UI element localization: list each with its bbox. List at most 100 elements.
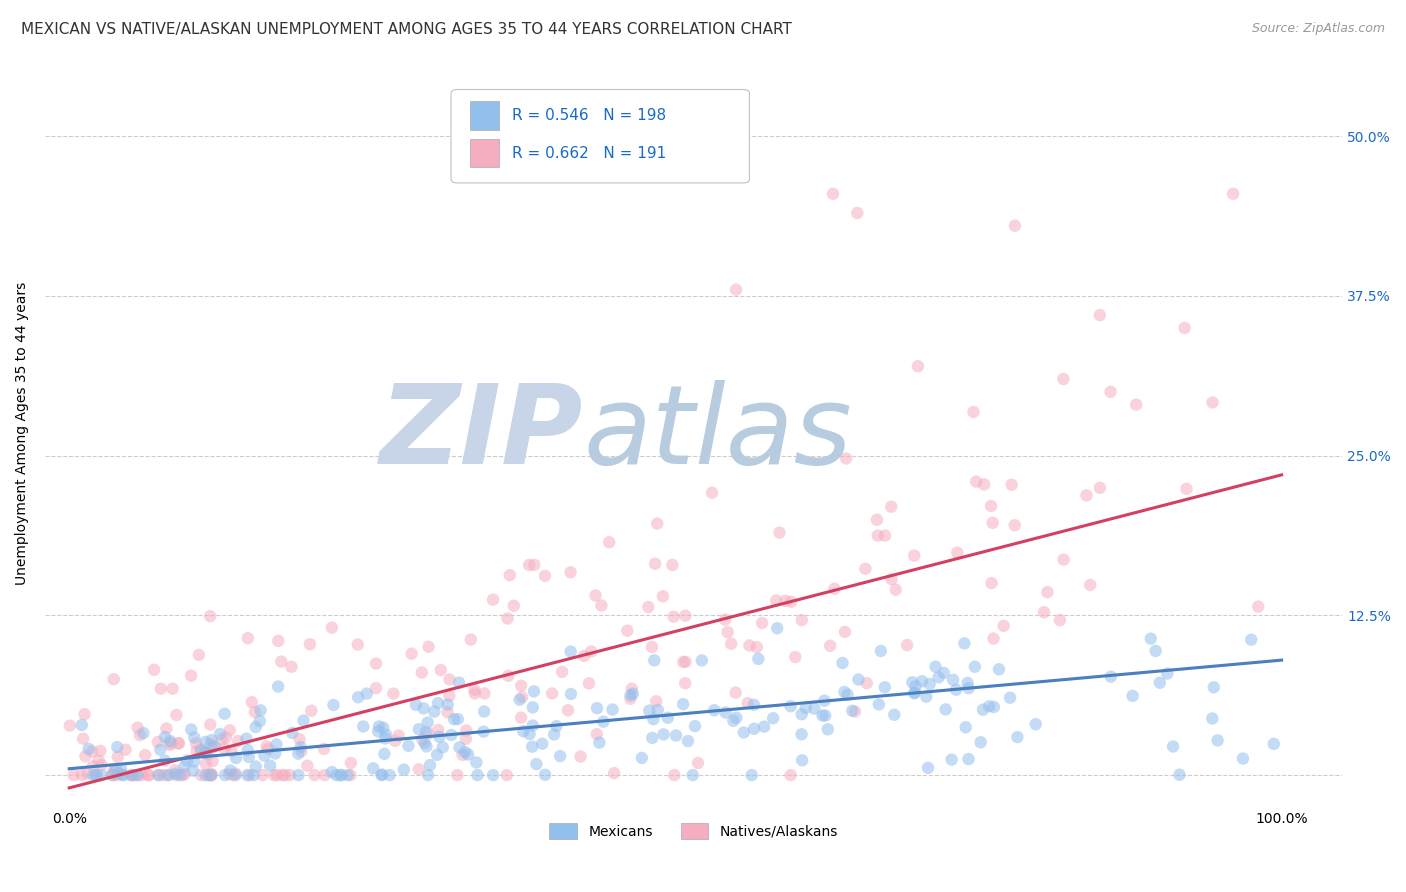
Point bbox=[846, 206, 869, 220]
Point bbox=[423, 705, 446, 719]
Point bbox=[831, 656, 853, 670]
Point bbox=[214, 706, 236, 721]
Point bbox=[200, 717, 222, 731]
Point bbox=[853, 562, 876, 576]
Point bbox=[474, 686, 496, 700]
Point bbox=[1149, 675, 1171, 690]
Point bbox=[498, 669, 520, 683]
Point bbox=[190, 768, 212, 782]
Point bbox=[1078, 578, 1101, 592]
Point bbox=[449, 740, 471, 755]
Point bbox=[953, 636, 976, 650]
Point bbox=[519, 727, 541, 741]
Point bbox=[682, 768, 704, 782]
Point bbox=[1144, 644, 1167, 658]
Point bbox=[194, 757, 217, 772]
Point bbox=[127, 768, 149, 782]
Point bbox=[59, 718, 82, 732]
Point bbox=[218, 767, 240, 781]
Point bbox=[413, 736, 436, 750]
Point bbox=[132, 726, 155, 740]
Point bbox=[1161, 739, 1184, 754]
Point bbox=[243, 705, 266, 719]
Point bbox=[225, 766, 247, 780]
Point bbox=[775, 594, 797, 608]
Point bbox=[418, 640, 440, 654]
Point bbox=[754, 720, 776, 734]
Point bbox=[962, 405, 984, 419]
Text: atlas: atlas bbox=[583, 380, 852, 487]
Point bbox=[560, 566, 582, 580]
Point bbox=[548, 749, 571, 764]
Point bbox=[482, 592, 505, 607]
Point bbox=[384, 734, 406, 748]
Point bbox=[336, 768, 359, 782]
FancyBboxPatch shape bbox=[471, 102, 499, 130]
Point bbox=[955, 720, 977, 734]
Point bbox=[221, 744, 243, 758]
Point bbox=[983, 700, 1005, 714]
Point bbox=[811, 708, 834, 723]
Point bbox=[249, 714, 271, 728]
Point bbox=[153, 730, 176, 744]
Point bbox=[1001, 477, 1024, 491]
Point bbox=[373, 721, 395, 735]
Point bbox=[240, 695, 263, 709]
Point bbox=[194, 768, 217, 782]
Point bbox=[664, 768, 686, 782]
Point bbox=[321, 765, 343, 780]
Point bbox=[163, 764, 186, 778]
Point bbox=[790, 727, 813, 741]
Point bbox=[814, 708, 837, 723]
Point bbox=[274, 768, 297, 782]
FancyBboxPatch shape bbox=[451, 89, 749, 183]
Point bbox=[1175, 482, 1198, 496]
Point bbox=[834, 685, 856, 699]
Point bbox=[1049, 613, 1071, 627]
Point bbox=[588, 736, 610, 750]
Point bbox=[352, 719, 374, 733]
Point bbox=[290, 740, 312, 755]
Point bbox=[180, 723, 202, 737]
Point bbox=[103, 672, 125, 686]
Point bbox=[457, 747, 479, 762]
Point bbox=[598, 535, 620, 549]
Point bbox=[918, 677, 941, 691]
Point bbox=[454, 745, 477, 759]
Point bbox=[543, 727, 565, 741]
Point bbox=[496, 611, 519, 625]
Point bbox=[1139, 632, 1161, 646]
Point bbox=[725, 711, 748, 725]
Point bbox=[645, 694, 668, 708]
Point bbox=[415, 739, 437, 754]
Point bbox=[531, 737, 554, 751]
Point bbox=[375, 728, 398, 742]
Point bbox=[312, 742, 335, 756]
Point bbox=[560, 687, 582, 701]
Point bbox=[751, 615, 773, 630]
Point bbox=[136, 768, 159, 782]
Point bbox=[720, 637, 742, 651]
Point bbox=[880, 500, 903, 514]
Point bbox=[184, 737, 207, 751]
Text: ZIP: ZIP bbox=[380, 380, 583, 487]
Point bbox=[105, 762, 128, 776]
Point bbox=[304, 768, 326, 782]
Point bbox=[472, 705, 495, 719]
Point bbox=[837, 688, 859, 702]
Point bbox=[267, 634, 290, 648]
Point bbox=[631, 751, 654, 765]
Text: Source: ZipAtlas.com: Source: ZipAtlas.com bbox=[1251, 22, 1385, 36]
Point bbox=[214, 768, 236, 782]
Point bbox=[108, 766, 131, 780]
Point bbox=[915, 690, 938, 704]
Point bbox=[103, 764, 125, 778]
Point bbox=[314, 768, 336, 782]
Point bbox=[436, 698, 458, 712]
Point bbox=[1174, 321, 1197, 335]
Point bbox=[509, 692, 531, 706]
Point bbox=[122, 768, 145, 782]
Point bbox=[465, 756, 488, 770]
Point bbox=[186, 744, 208, 758]
Point bbox=[868, 698, 890, 712]
